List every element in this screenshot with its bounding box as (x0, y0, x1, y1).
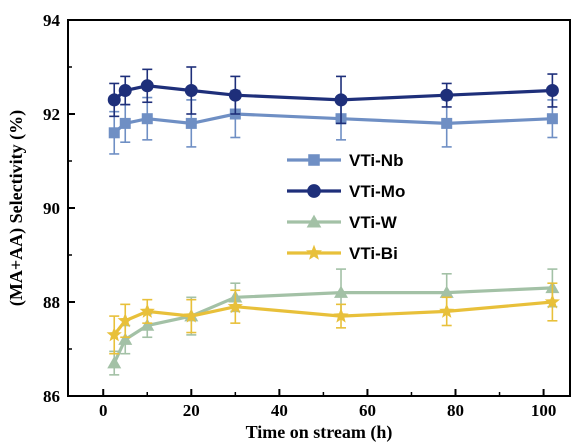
series-line (113, 84, 553, 102)
triangle-marker (306, 214, 322, 228)
y-tick-label: 90 (43, 199, 60, 218)
series-line (113, 112, 553, 135)
square-marker (185, 117, 197, 129)
series-vti-nb (108, 89, 558, 155)
triangle-marker (118, 332, 133, 345)
y-tick-label: 92 (43, 105, 60, 124)
square-marker (108, 127, 120, 139)
series-vti-mo (107, 66, 559, 125)
triangle-marker (140, 318, 155, 331)
triangle-marker (439, 285, 454, 298)
x-tick-label: 20 (183, 401, 200, 420)
y-tick-label: 94 (43, 11, 61, 30)
data-series (106, 66, 560, 376)
star-marker (333, 308, 349, 323)
x-tick-label: 60 (359, 401, 376, 420)
legend: VTi-Nb VTi-Mo VTi-W VTi-Bi (287, 151, 405, 263)
square-marker (119, 117, 131, 129)
circle-marker (440, 88, 454, 102)
y-axis-title: (MA+AA) Selectivity (%) (6, 110, 27, 306)
star-marker (439, 303, 455, 318)
series-line (112, 286, 553, 364)
star-marker (117, 312, 133, 328)
star-marker (183, 308, 199, 323)
y-tick-label: 88 (43, 293, 60, 312)
circle-marker (184, 84, 198, 97)
square-marker (308, 154, 320, 166)
x-tick-label: 100 (531, 401, 557, 420)
series-vti-bi (106, 282, 560, 355)
circle-marker (334, 93, 348, 107)
axis-ticks: 0 20 40 60 80 100 86 88 90 92 94 (43, 11, 556, 420)
circle-marker (228, 88, 242, 102)
star-marker (139, 303, 155, 318)
star-marker (227, 298, 243, 314)
circle-marker (307, 184, 321, 198)
star-marker (106, 326, 122, 342)
circle-marker (140, 79, 154, 93)
star-marker (544, 294, 560, 309)
legend-label: VTi-Nb (349, 151, 403, 170)
x-tick-label: 0 (99, 401, 108, 420)
plot-frame (67, 19, 571, 397)
x-axis-title: Time on stream (h) (246, 422, 393, 442)
square-marker (441, 117, 453, 129)
circle-marker (118, 84, 132, 97)
triangle-marker (107, 356, 122, 369)
x-tick-label: 80 (447, 401, 464, 420)
y-tick-label: 86 (43, 387, 60, 406)
circle-marker (107, 93, 121, 107)
square-marker (141, 113, 153, 125)
square-marker (546, 113, 558, 125)
legend-label: VTi-Mo (349, 182, 405, 201)
star-marker (306, 244, 322, 260)
legend-label: VTi-Bi (349, 244, 398, 263)
triangle-marker (334, 285, 349, 298)
series-vti-w (107, 268, 560, 376)
legend-label: VTi-W (349, 213, 398, 232)
x-tick-label: 40 (271, 401, 288, 420)
circle-marker (545, 84, 559, 97)
